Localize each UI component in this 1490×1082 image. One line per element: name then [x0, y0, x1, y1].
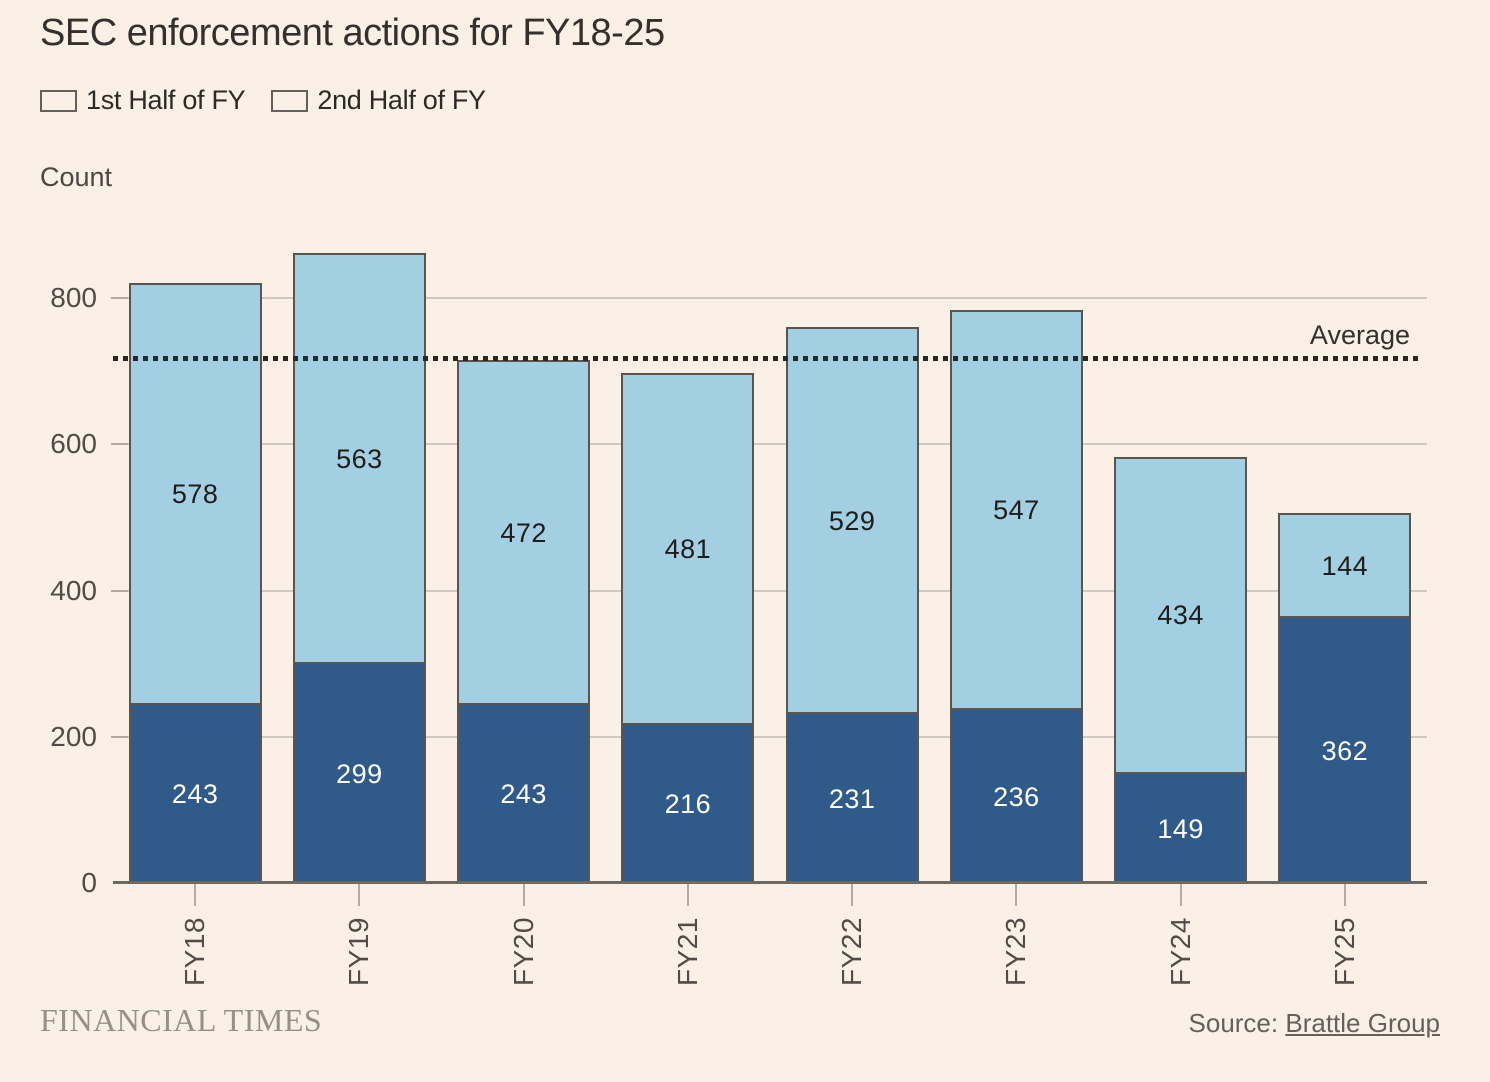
- first-half-swatch: [40, 89, 77, 112]
- y-axis-title: Count: [40, 162, 113, 192]
- bar-FY24: [1114, 456, 1248, 883]
- bar-label-FY19-first-half: 299: [336, 758, 383, 789]
- plot-area: Average 243 578 299 563 243 472 216 481 231 529 23…: [113, 200, 1427, 884]
- legend-item-first-half: 1st Half of FY: [40, 85, 246, 116]
- y-tick-label-400: 400: [50, 574, 97, 606]
- source-link[interactable]: Brattle Group: [1285, 1008, 1440, 1038]
- bar-FY23-first-half: [951, 708, 1081, 881]
- bar-FY22: [785, 327, 919, 883]
- y-tick-label-800: 800: [50, 282, 97, 313]
- bar-label-FY22-first-half: 231: [828, 783, 876, 814]
- x-tick-FY18: [194, 884, 197, 906]
- bar-FY22-first-half: [787, 712, 917, 881]
- bar-label-FY25-second-half: 144: [1321, 550, 1369, 581]
- second-half-swatch: [271, 89, 309, 112]
- bar-FY20: [457, 360, 591, 883]
- bar-label-FY23-first-half: 236: [993, 781, 1040, 812]
- bar-FY20-first-half: [459, 703, 589, 881]
- bar-FY25: [1278, 513, 1412, 883]
- chart-title: SEC enforcement actions for FY18-25: [40, 12, 665, 54]
- y-tick-600: [111, 443, 128, 446]
- bar-FY23: [949, 310, 1083, 883]
- x-tick-FY19: [358, 884, 361, 906]
- x-tick-FY22: [851, 884, 854, 906]
- average-line: [113, 356, 1420, 362]
- source-line: Source: Brattle Group: [1189, 1008, 1440, 1039]
- legend-label-second-half: 2nd Half of FY: [317, 85, 486, 115]
- gridline-200: [113, 735, 1427, 738]
- legend-label-first-half: 1st Half of FY: [86, 85, 246, 115]
- legend: 1st Half of FY 2nd Half of FY: [40, 85, 486, 116]
- bar-label-FY21-first-half: 216: [664, 789, 712, 820]
- x-axis-line: [113, 881, 1427, 884]
- x-tick-FY24: [1179, 884, 1182, 906]
- bar-label-FY21-second-half: 481: [664, 534, 712, 565]
- bar-FY24-first-half: [1116, 772, 1246, 881]
- bar-label-FY19-second-half: 563: [336, 443, 383, 474]
- y-tick-label-200: 200: [50, 720, 97, 752]
- bar-label-FY20-first-half: 243: [500, 779, 547, 810]
- x-label-FY22: FY22: [836, 917, 868, 986]
- x-label-FY20: FY20: [507, 917, 539, 986]
- average-label: Average: [1309, 320, 1410, 351]
- bar-FY18-first-half: [130, 703, 260, 881]
- x-label-FY18: FY18: [179, 917, 211, 986]
- y-tick-label-600: 600: [50, 428, 97, 460]
- gridline-400: [113, 589, 1427, 592]
- y-tick-label-0: 0: [81, 867, 97, 898]
- x-tick-FY23: [1015, 884, 1018, 906]
- y-tick-800: [111, 297, 128, 299]
- ft-logo: FINANCIAL TIMES: [40, 1002, 323, 1038]
- x-tick-FY20: [522, 884, 525, 906]
- x-label-FY25: FY25: [1328, 917, 1360, 986]
- legend-item-second-half: 2nd Half of FY: [271, 85, 486, 116]
- x-label-FY19: FY19: [343, 917, 375, 986]
- y-tick-400: [111, 589, 128, 592]
- gridline-600: [113, 443, 1427, 446]
- x-tick-FY25: [1343, 884, 1346, 906]
- bar-FY21-first-half: [623, 723, 753, 881]
- bar-label-FY22-second-half: 529: [828, 505, 876, 536]
- bar-label-FY24-second-half: 434: [1157, 600, 1204, 631]
- x-label-FY21: FY21: [671, 917, 703, 986]
- bar-FY25-first-half: [1280, 616, 1410, 881]
- x-label-FY23: FY23: [1000, 917, 1032, 986]
- bar-label-FY23-second-half: 547: [993, 495, 1040, 526]
- x-tick-FY21: [686, 884, 689, 906]
- y-tick-200: [111, 735, 128, 738]
- bar-FY21: [621, 373, 755, 883]
- x-label-FY24: FY24: [1164, 917, 1196, 986]
- source-prefix: Source:: [1188, 1008, 1279, 1038]
- gridline-800: [113, 297, 1427, 299]
- bar-label-FY25-first-half: 362: [1321, 735, 1369, 766]
- bar-FY19-first-half: [294, 662, 424, 881]
- bar-label-FY18-second-half: 578: [171, 478, 219, 509]
- bar-label-FY18-first-half: 243: [171, 779, 219, 810]
- bar-label-FY24-first-half: 149: [1157, 813, 1204, 844]
- bar-label-FY20-second-half: 472: [500, 517, 547, 548]
